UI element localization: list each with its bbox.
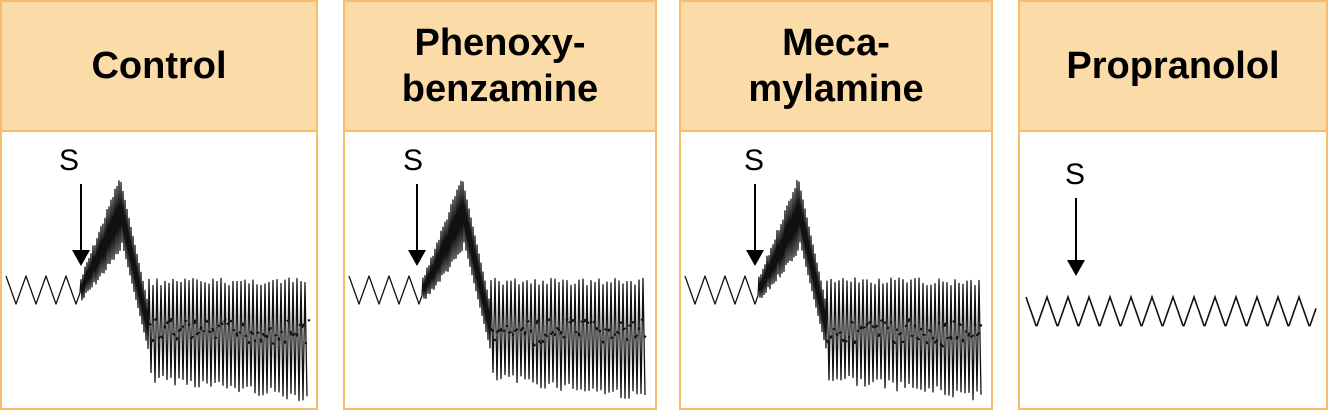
trace-path (349, 181, 645, 398)
panel-mecamylamine: Meca- mylamine S (679, 0, 993, 410)
panel-propranolol: Propranolol S (1018, 0, 1328, 410)
stimulus-arrow-head-icon (1067, 260, 1085, 276)
stimulus-label: S (59, 144, 79, 177)
stimulus-label: S (403, 144, 423, 177)
trace-line (1026, 297, 1316, 326)
trace-path (1026, 297, 1316, 326)
trace-line (349, 181, 646, 398)
panel-title: Control (91, 43, 226, 89)
stimulus-label: S (744, 144, 764, 177)
stimulus-arrow-head-icon (408, 250, 426, 266)
trace-recording: S (1020, 132, 1326, 410)
trace-line (685, 181, 982, 400)
panel-title: Phenoxy- benzamine (402, 20, 598, 112)
trace-path (6, 181, 307, 401)
trace-recording: S (2, 132, 316, 410)
panel-control: Control S (0, 0, 318, 410)
panel-header: Propranolol (1020, 2, 1326, 132)
stimulus-arrow-head-icon (746, 250, 764, 266)
panel-header: Phenoxy- benzamine (345, 2, 655, 132)
trace-line (6, 181, 310, 401)
panel-title: Propranolol (1066, 43, 1279, 89)
panel-header: Control (2, 2, 316, 132)
panel-header: Meca- mylamine (681, 2, 991, 132)
panel-phenoxybenzamine: Phenoxy- benzamine S (343, 0, 657, 410)
trace-path (685, 181, 981, 400)
panel-title: Meca- mylamine (748, 20, 923, 112)
trace-recording: S (681, 132, 991, 410)
stimulus-label: S (1065, 158, 1085, 191)
trace-recording: S (345, 132, 655, 410)
